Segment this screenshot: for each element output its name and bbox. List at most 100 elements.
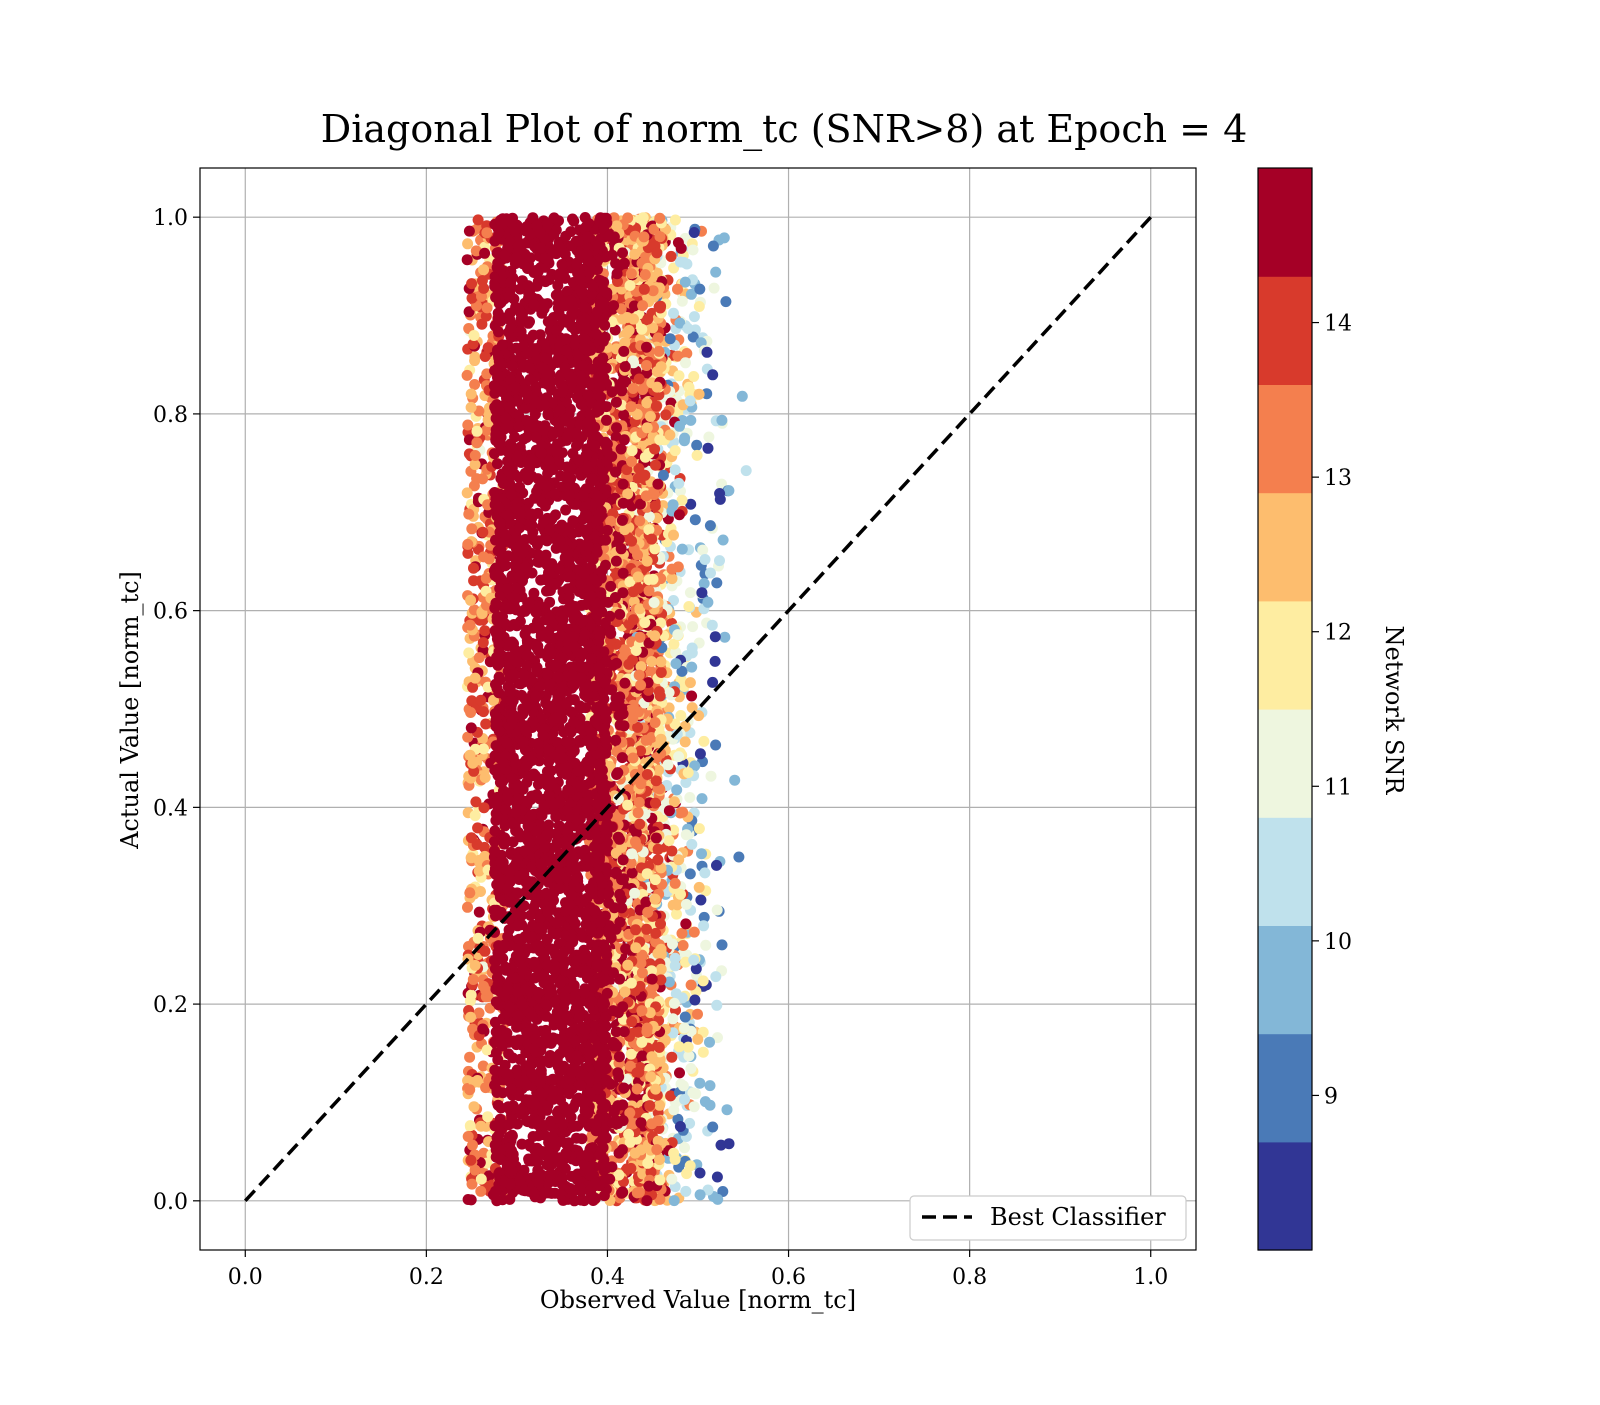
scatter-point bbox=[714, 488, 725, 499]
scatter-point bbox=[466, 832, 477, 843]
scatter-point bbox=[663, 759, 674, 770]
scatter-point bbox=[714, 555, 725, 566]
scatter-point bbox=[637, 1050, 648, 1061]
scatter-point bbox=[711, 577, 722, 588]
scatter-point bbox=[696, 848, 707, 859]
scatter-point bbox=[632, 1084, 643, 1095]
scatter-point bbox=[706, 771, 717, 782]
scatter-point bbox=[674, 421, 685, 432]
scatter-point bbox=[464, 1084, 475, 1095]
scatter-point bbox=[465, 620, 476, 631]
scatter-point bbox=[624, 325, 635, 336]
scatter-point bbox=[634, 670, 645, 681]
scatter-point bbox=[704, 1037, 715, 1048]
scatter-point bbox=[654, 1154, 665, 1165]
scatter-point bbox=[622, 960, 633, 971]
scatter-point bbox=[710, 971, 721, 982]
scatter-point bbox=[467, 293, 478, 304]
scatter-point bbox=[680, 357, 691, 368]
scatter-point bbox=[639, 617, 650, 628]
scatter-point bbox=[650, 460, 661, 471]
scatter-point bbox=[650, 1084, 661, 1095]
scatter-point bbox=[654, 301, 665, 312]
scatter-point bbox=[644, 1100, 655, 1111]
scatter-point bbox=[466, 722, 477, 733]
scatter-point bbox=[466, 852, 477, 863]
scatter-point bbox=[668, 1148, 679, 1159]
scatter-point bbox=[466, 278, 477, 289]
scatter-point bbox=[470, 673, 481, 684]
scatter-point bbox=[481, 227, 492, 238]
scatter-point bbox=[645, 1071, 656, 1082]
scatter-point bbox=[705, 520, 716, 531]
scatter-point bbox=[684, 792, 695, 803]
scatter-point bbox=[650, 798, 661, 809]
scatter-point bbox=[665, 333, 676, 344]
scatter-point bbox=[462, 238, 473, 249]
scatter-point bbox=[677, 807, 688, 818]
scatter-point bbox=[689, 1101, 700, 1112]
scatter-point bbox=[719, 232, 730, 243]
scatter-point bbox=[625, 1163, 636, 1174]
scatter-point bbox=[654, 1175, 665, 1186]
scatter-point bbox=[620, 943, 631, 954]
scatter-point bbox=[641, 342, 652, 353]
scatter-point bbox=[634, 515, 645, 526]
scatter-point bbox=[678, 940, 689, 951]
scatter-point bbox=[660, 409, 671, 420]
scatter-point bbox=[723, 485, 734, 496]
scatter-point bbox=[702, 347, 713, 358]
scatter-point bbox=[641, 490, 652, 501]
scatter-point bbox=[641, 924, 652, 935]
scatter-point bbox=[462, 254, 473, 265]
scatter-point bbox=[737, 391, 748, 402]
scatter-point bbox=[703, 443, 714, 454]
scatter-point bbox=[651, 401, 662, 412]
scatter-point bbox=[649, 597, 660, 608]
scatter-point bbox=[478, 637, 489, 648]
scatter-point bbox=[707, 1122, 718, 1133]
scatter-point bbox=[643, 524, 654, 535]
scatter-point bbox=[465, 1120, 476, 1131]
scatter-point bbox=[475, 695, 486, 706]
scatter-point bbox=[649, 543, 660, 554]
scatter-point bbox=[666, 251, 677, 262]
scatter-point bbox=[700, 554, 711, 565]
scatter-point bbox=[674, 509, 685, 520]
scatter-point bbox=[640, 269, 651, 280]
scatter-point bbox=[652, 854, 663, 865]
scatter-point bbox=[686, 691, 697, 702]
scatter-point bbox=[667, 573, 678, 584]
scatter-point bbox=[630, 942, 641, 953]
scatter-point bbox=[642, 422, 653, 433]
scatter-point bbox=[674, 370, 685, 381]
scatter-point bbox=[464, 1052, 475, 1063]
scatter-point bbox=[637, 300, 648, 311]
scatter-point bbox=[476, 1174, 487, 1185]
scatter-point bbox=[611, 397, 622, 408]
scatter-point bbox=[722, 1104, 733, 1115]
scatter-point bbox=[680, 736, 691, 747]
scatter-point bbox=[705, 1100, 716, 1111]
scatter-point bbox=[628, 753, 639, 764]
scatter-point bbox=[465, 1012, 476, 1023]
scatter-point bbox=[656, 964, 667, 975]
scatter-point bbox=[651, 1144, 662, 1155]
scatter-point bbox=[622, 488, 633, 499]
scatter-point bbox=[672, 629, 683, 640]
scatter-point bbox=[480, 719, 491, 730]
scatter-point bbox=[700, 940, 711, 951]
scatter-point bbox=[467, 1140, 478, 1151]
scatter-point bbox=[463, 1194, 474, 1205]
scatter-point bbox=[666, 846, 677, 857]
scatter-point bbox=[703, 432, 714, 443]
scatter-point bbox=[675, 1121, 686, 1132]
scatter-point bbox=[634, 819, 645, 830]
scatter-point bbox=[477, 275, 488, 286]
scatter-point bbox=[472, 426, 483, 437]
scatter-point bbox=[689, 227, 700, 238]
scatter-point bbox=[656, 667, 667, 678]
scatter-point bbox=[669, 1195, 680, 1206]
scatter-point bbox=[698, 975, 709, 986]
scatter-point bbox=[465, 996, 476, 1007]
